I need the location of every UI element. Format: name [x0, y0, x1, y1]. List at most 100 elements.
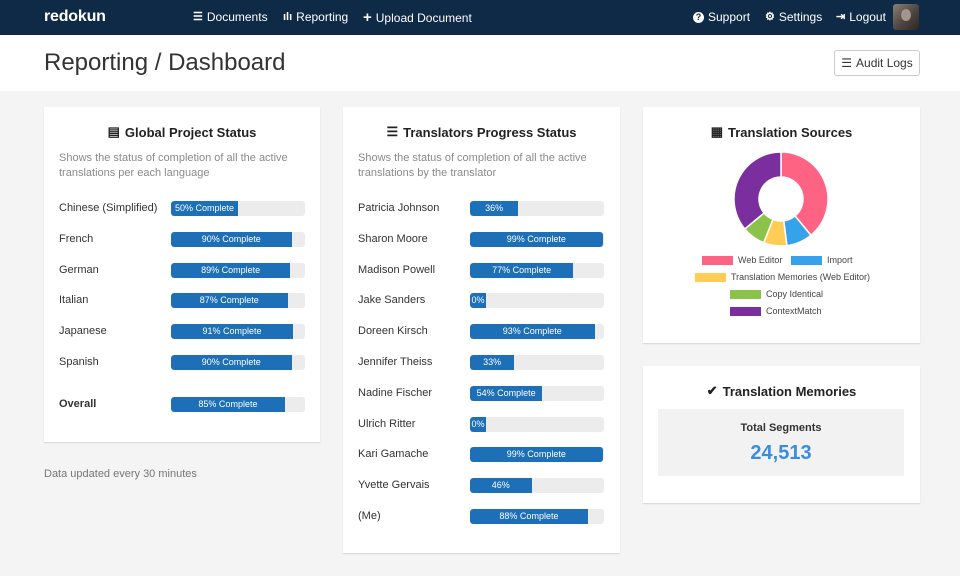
legend-swatch: [791, 255, 822, 265]
donut-slice[interactable]: [733, 151, 782, 231]
progress-track: 89% Complete: [171, 262, 305, 278]
translator-progress-bar: 54% Complete: [470, 385, 543, 401]
progress-track: 99% Complete: [470, 447, 604, 463]
translation-sources-title: ▦ Translation Sources: [643, 124, 920, 140]
legend-label: ContextMatch: [766, 306, 822, 316]
logo[interactable]: redokun: [44, 8, 106, 25]
logout-icon: ⇥: [836, 10, 846, 23]
translator-label: Kari Gamache: [358, 448, 429, 461]
progress-track: 91% Complete: [171, 324, 305, 340]
global-status-title-text: Global Project Status: [124, 124, 257, 140]
translator-row: (Me) 88% Complete: [358, 509, 608, 525]
language-label: Japanese: [59, 325, 107, 338]
legend-item[interactable]: Copy Identical: [730, 289, 823, 299]
progress-track: 46%: [470, 478, 604, 494]
nav-upload-label: Upload Document: [375, 10, 472, 25]
progress-track: 99% Complete: [470, 231, 604, 247]
bar-chart-icon: ılı: [283, 10, 293, 23]
translator-progress-bar: 99% Complete: [470, 447, 603, 463]
language-progress-bar: 87% Complete: [171, 293, 288, 309]
translator-label: Doreen Kirsch: [358, 325, 428, 338]
avatar[interactable]: [893, 4, 919, 30]
translation-sources-card: ▦ Translation Sources Web Editor Import Tr…: [643, 107, 920, 343]
document-icon: ▤: [107, 124, 120, 139]
translator-label: (Me): [358, 510, 381, 522]
progress-track: 33%: [470, 355, 604, 370]
language-row: Spanish 90% Complete: [59, 355, 309, 371]
audit-logs-button[interactable]: ☰ Audit Logs: [834, 50, 920, 76]
question-icon: ?: [693, 11, 704, 23]
legend-label: Import: [827, 255, 853, 265]
translator-row: Jake Sanders 0%: [358, 293, 608, 309]
nav-support-label: Support: [708, 10, 751, 24]
donut-slice[interactable]: [780, 151, 829, 237]
progress-track: 77% Complete: [470, 262, 604, 278]
list-icon: ☰: [386, 124, 399, 139]
legend-label: Copy Identical: [766, 289, 824, 299]
legend-swatch: [730, 306, 761, 316]
nav-upload-document[interactable]: + Upload Document: [363, 10, 472, 25]
translator-row: Madison Powell 77% Complete: [358, 262, 608, 279]
progress-track: 85% Complete: [171, 397, 305, 412]
translator-label: Ulrich Ritter: [358, 417, 416, 430]
progress-track: 93% Complete: [470, 324, 604, 340]
translator-progress-bar: 88% Complete: [470, 509, 588, 524]
progress-track: 54% Complete: [470, 385, 604, 401]
language-progress-bar: 90% Complete: [171, 355, 292, 370]
language-row: French 90% Complete: [59, 231, 309, 248]
nav-settings[interactable]: ⚙ Settings: [765, 10, 822, 24]
legend-item[interactable]: Import: [791, 255, 853, 265]
translators-title-text: Translators Progress Status: [403, 124, 577, 140]
nav-documents[interactable]: ☰ Documents: [193, 10, 268, 24]
translator-progress-bar: 0%: [470, 416, 486, 432]
translator-label: Sharon Moore: [358, 232, 428, 245]
legend-swatch: [702, 255, 733, 265]
translator-label: Jennifer Theiss: [358, 356, 433, 368]
language-label: French: [59, 232, 94, 245]
nav-documents-label: Documents: [206, 10, 268, 24]
translator-row: Ulrich Ritter 0%: [358, 416, 608, 433]
nav-support[interactable]: ? Support: [693, 10, 750, 24]
progress-track: 0%: [470, 416, 604, 432]
translators-card: ☰ Translators Progress Status Shows the …: [343, 107, 620, 553]
translator-progress-bar: 93% Complete: [470, 324, 595, 340]
language-label: German: [59, 263, 99, 276]
overall-label: Overall: [59, 398, 97, 410]
translators-title: ☰ Translators Progress Status: [343, 124, 620, 140]
global-status-title: ▤ Global Project Status: [44, 124, 320, 140]
translation-memories-title-text: Translation Memories: [722, 383, 857, 399]
global-status-card: ▤ Global Project Status Shows the status…: [44, 107, 320, 442]
nav-logout[interactable]: ⇥ Logout: [836, 10, 886, 24]
legend-item[interactable]: ContextMatch: [730, 306, 822, 316]
page-header: Reporting / Dashboard ☰ Audit Logs: [0, 35, 960, 91]
language-label: Chinese (Simplified): [59, 202, 158, 214]
overall-row: Overall 85% Complete: [59, 397, 309, 413]
page-title: Reporting / Dashboard: [44, 49, 286, 76]
translator-row: Doreen Kirsch 93% Complete: [358, 324, 608, 340]
translation-sources-chart: [733, 151, 829, 247]
translation-memories-card: ✔ Translation Memories Total Segments 24…: [643, 366, 920, 503]
legend-swatch: [730, 289, 761, 299]
language-row: German 89% Complete: [59, 262, 309, 279]
nav-settings-label: Settings: [778, 10, 823, 24]
legend-item[interactable]: Web Editor: [702, 255, 782, 265]
total-segments-label: Total Segments: [740, 422, 822, 434]
list-icon: ☰: [841, 56, 853, 70]
translator-label: Yvette Gervais: [358, 479, 430, 492]
translator-progress-bar: 36%: [470, 201, 519, 216]
translator-label: Madison Powell: [358, 263, 436, 276]
top-navbar: redokun ☰ Documents ılı Reporting + Uplo…: [0, 0, 960, 35]
legend-swatch: [695, 272, 726, 282]
legend-label: Translation Memories (Web Editor): [731, 272, 871, 282]
translator-label: Jake Sanders: [358, 294, 426, 307]
progress-track: 90% Complete: [171, 355, 305, 370]
translator-row: Sharon Moore 99% Complete: [358, 231, 608, 248]
overall-progress-bar: 85% Complete: [171, 397, 285, 412]
progress-track: 87% Complete: [171, 293, 305, 309]
nav-reporting[interactable]: ılı Reporting: [283, 10, 348, 24]
translator-progress-bar: 99% Complete: [470, 231, 603, 247]
total-segments-box: Total Segments 24,513: [658, 409, 904, 476]
translators-description: Shows the status of completion of all th…: [358, 152, 587, 179]
legend-item[interactable]: Translation Memories (Web Editor): [695, 272, 870, 282]
progress-track: 90% Complete: [171, 231, 305, 247]
